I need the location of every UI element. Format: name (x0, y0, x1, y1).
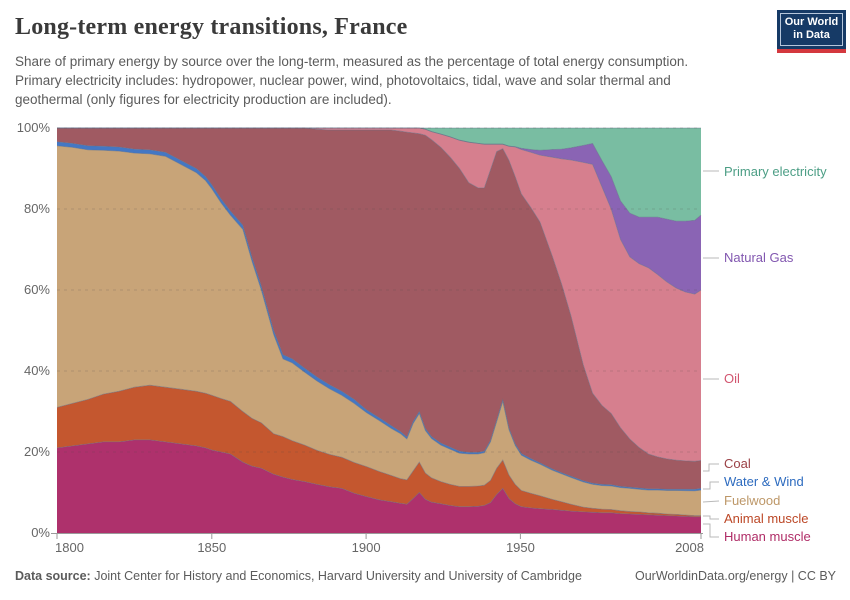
owid-logo-text: Our World in Data (779, 13, 844, 46)
area-primary-electricity[interactable] (57, 128, 701, 222)
x-label-2008: 2008 (675, 540, 704, 555)
page-title: Long-term energy transitions, France (15, 14, 408, 40)
plot-area (57, 128, 701, 533)
legend-label-animal-muscle[interactable]: Animal muscle (724, 511, 809, 526)
connector-water-wind (703, 481, 719, 490)
legend-label-primary-electricity[interactable]: Primary electricity (724, 164, 827, 179)
credit-link[interactable]: OurWorldinData.org/energy | CC BY (634, 569, 836, 583)
owid-logo-line1: Our World (784, 16, 839, 29)
connector-animal-muscle (703, 515, 719, 520)
area-boundaries (56, 127, 702, 518)
area-human-muscle[interactable] (57, 439, 701, 533)
y-label-80: 80% (24, 201, 50, 216)
x-axis-labels: 1800 1850 1900 1950 2008 (55, 540, 704, 555)
chart-subtitle: Share of primary energy by source over t… (15, 54, 689, 108)
owid-logo-line2: in Data (793, 29, 830, 41)
x-axis (51, 533, 703, 539)
connector-human-muscle (703, 523, 719, 538)
y-label-0: 0% (31, 525, 50, 540)
legend: Primary electricity Natural Gas Oil Coal… (724, 164, 827, 544)
y-label-100: 100% (17, 120, 51, 135)
boundary-fuelwood (56, 145, 702, 492)
legend-label-coal[interactable]: Coal (724, 456, 751, 471)
boundary-animal-muscle (56, 384, 701, 516)
y-label-40: 40% (24, 363, 50, 378)
legend-label-oil[interactable]: Oil (724, 371, 740, 386)
legend-label-natural-gas[interactable]: Natural Gas (724, 250, 794, 265)
data-source: Data source: Joint Center for History an… (15, 569, 582, 583)
connector-fuelwood (702, 500, 720, 503)
boundary-water-wind (56, 141, 702, 490)
legend-connectors (702, 170, 720, 538)
area-fuelwood[interactable] (57, 145, 701, 516)
legend-label-fuelwood[interactable]: Fuelwood (724, 493, 780, 508)
area-coal[interactable] (57, 128, 701, 490)
y-label-20: 20% (24, 444, 50, 459)
y-axis-labels: 0% 20% 40% 60% 80% 100% (17, 120, 51, 540)
y-label-60: 60% (24, 282, 50, 297)
area-oil[interactable] (57, 128, 701, 462)
legend-label-water-wind[interactable]: Water & Wind (724, 474, 804, 489)
x-label-1900: 1900 (352, 540, 381, 555)
connector-coal (703, 463, 719, 472)
x-label-1950: 1950 (506, 540, 535, 555)
data-source-label: Data source: (15, 569, 91, 583)
owid-logo[interactable]: Our World in Data (777, 10, 846, 53)
chart-footer: Data source: Joint Center for History an… (15, 569, 836, 583)
legend-label-human-muscle[interactable]: Human muscle (724, 529, 811, 544)
area-animal-muscle[interactable] (57, 385, 701, 517)
x-label-1850: 1850 (197, 540, 226, 555)
gridlines (57, 127, 701, 453)
data-source-text: Joint Center for History and Economics, … (90, 569, 582, 583)
x-label-1800: 1800 (55, 540, 84, 555)
boundary-human-muscle (56, 439, 701, 518)
